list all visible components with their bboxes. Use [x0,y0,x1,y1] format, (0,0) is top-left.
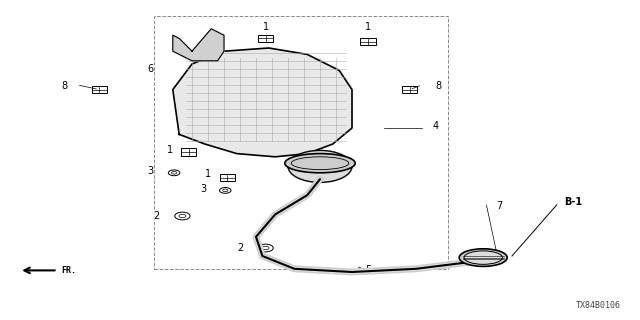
Text: 7: 7 [298,169,304,180]
Bar [258,35,273,42]
Text: 1: 1 [166,145,173,156]
Circle shape [258,244,273,252]
Text: 1: 1 [262,22,269,32]
Bar [154,16,448,269]
Text: 2: 2 [154,211,160,221]
Polygon shape [173,29,224,61]
Circle shape [179,214,186,218]
Ellipse shape [291,157,349,170]
Circle shape [172,172,177,174]
Ellipse shape [288,150,352,182]
Text: B-1: B-1 [564,196,582,207]
Circle shape [168,170,180,176]
Text: FR.: FR. [61,266,76,275]
Bar [360,38,376,45]
Bar [181,148,196,156]
Ellipse shape [285,154,355,173]
Text: 1: 1 [365,22,371,32]
Text: 6: 6 [147,64,154,74]
Ellipse shape [460,249,507,266]
Text: 8: 8 [435,81,442,92]
Text: 7: 7 [496,201,502,212]
Text: 5: 5 [365,265,371,276]
Bar [220,174,235,181]
Polygon shape [173,48,352,157]
Text: 1: 1 [205,169,211,180]
Circle shape [223,189,228,192]
Circle shape [262,246,269,250]
Text: 3: 3 [200,184,207,195]
Text: 8: 8 [61,81,67,92]
Bar [92,86,107,93]
Ellipse shape [464,251,502,264]
Text: 4: 4 [432,121,438,132]
Text: 3: 3 [147,166,154,176]
Circle shape [220,188,231,193]
Bar [402,86,417,93]
Text: 2: 2 [237,243,243,253]
Text: TX84B0106: TX84B0106 [576,301,621,310]
Circle shape [175,212,190,220]
